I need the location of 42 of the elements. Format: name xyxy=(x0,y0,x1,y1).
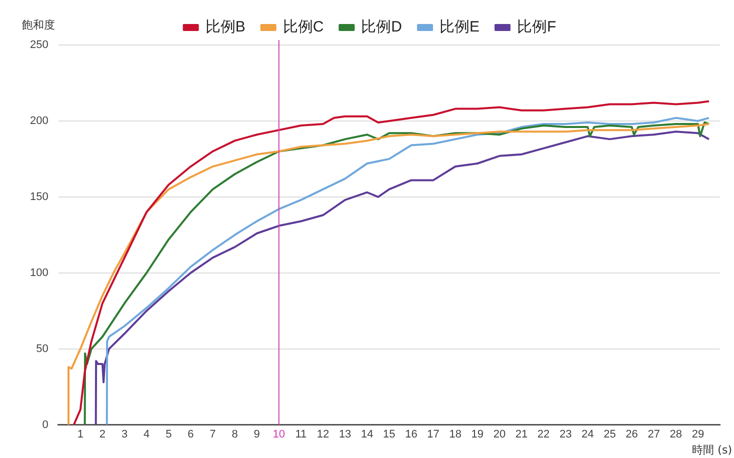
y-tick-label: 100 xyxy=(30,266,48,279)
x-tick-label: 9 xyxy=(254,428,260,440)
x-tick-label: 14 xyxy=(360,428,374,440)
x-tick-label: 5 xyxy=(166,428,172,440)
x-tick-label: 3 xyxy=(121,428,128,440)
x-tick-label: 21 xyxy=(515,428,528,440)
x-tick-label: 6 xyxy=(188,428,194,440)
legend-label: 比例F xyxy=(517,18,556,36)
y-axis-title: 飽和度 xyxy=(22,18,55,32)
y-tick-label: 200 xyxy=(30,114,48,127)
x-tick-label: 28 xyxy=(670,428,682,440)
x-tick-label: 23 xyxy=(559,428,572,440)
x-tick-label: 7 xyxy=(210,428,216,440)
y-tick-label: 150 xyxy=(30,190,48,203)
x-tick-label: 29 xyxy=(692,428,704,440)
x-tick-label: 15 xyxy=(383,428,396,440)
x-tick-label: 18 xyxy=(449,428,462,440)
legend-label: 比例E xyxy=(440,18,480,36)
x-tick-label: 1 xyxy=(77,428,84,440)
x-tick-label: 16 xyxy=(405,428,418,440)
y-tick-label: 0 xyxy=(42,418,48,431)
x-tick-label: 19 xyxy=(471,428,484,440)
x-tick-label: 26 xyxy=(626,428,638,440)
x-tick-label: 10 xyxy=(272,428,286,440)
y-tick-label: 50 xyxy=(36,342,48,355)
legend-label: 比例B xyxy=(205,18,246,36)
x-tick-label: 12 xyxy=(316,428,330,440)
y-tick-label: 250 xyxy=(30,39,48,52)
x-tick-label: 27 xyxy=(648,428,660,440)
x-axis-title: 時間 (s) xyxy=(692,443,732,456)
x-tick-label: 20 xyxy=(493,428,506,440)
x-tick-label: 2 xyxy=(99,428,106,440)
legend-label: 比例D xyxy=(361,18,402,36)
legend-label: 比例C xyxy=(282,18,324,36)
x-tick-label: 13 xyxy=(338,428,352,440)
x-tick-label: 17 xyxy=(427,428,440,440)
x-tick-label: 24 xyxy=(582,428,594,440)
x-tick-label: 25 xyxy=(604,428,616,440)
x-tick-label: 4 xyxy=(144,428,150,440)
x-tick-label: 8 xyxy=(232,428,238,440)
x-tick-label: 22 xyxy=(537,428,550,440)
x-tick-label: 11 xyxy=(295,428,307,440)
